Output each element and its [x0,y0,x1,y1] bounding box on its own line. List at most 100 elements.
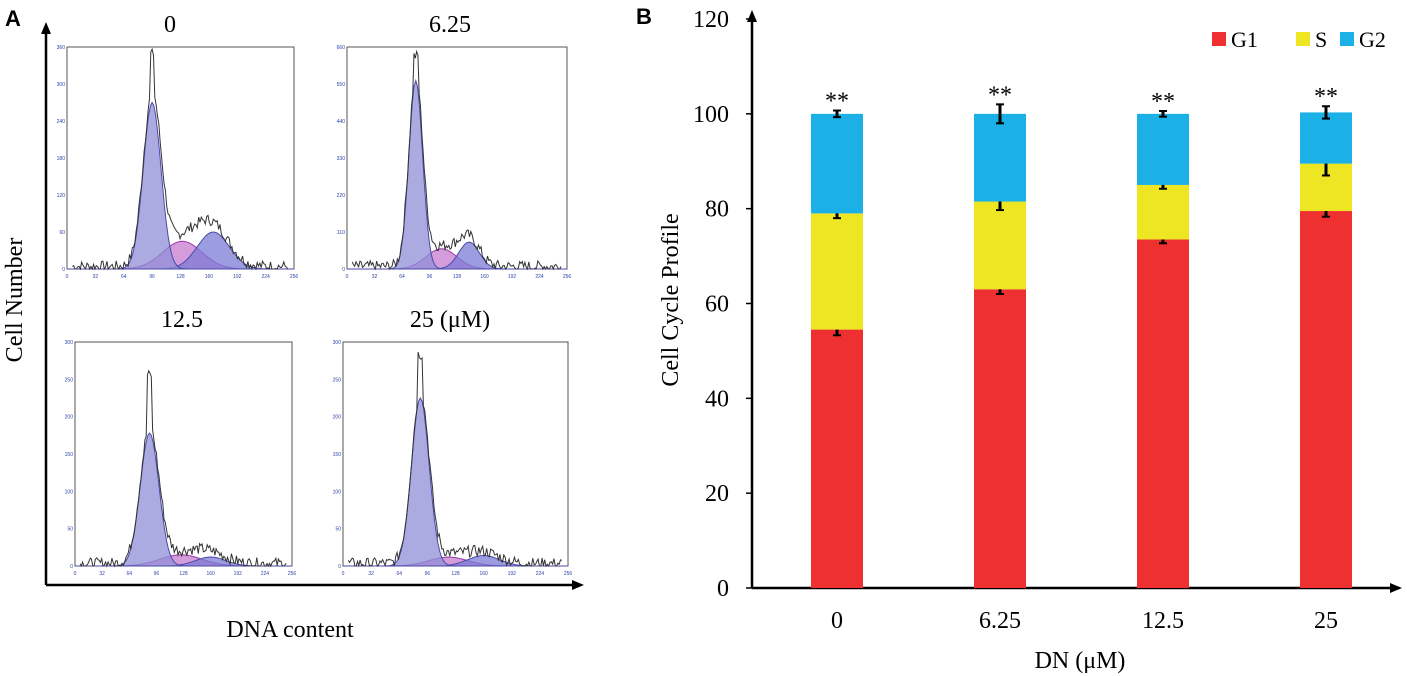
bar-g1-3 [1300,211,1352,588]
histogram-frame [346,46,568,270]
histogram-y-tick-label: 0 [62,267,65,273]
error-bar [833,109,841,119]
significance-mark: ** [988,82,1012,108]
legend-swatch-g1 [1212,32,1226,46]
histogram-y-tick-label: 100 [333,489,342,495]
bar-s-2 [1137,184,1189,240]
panel-b-label: B [636,4,652,29]
panel-a-y-arrow [41,22,51,34]
legend: G1 S G2 [1212,27,1386,52]
histogram-x-tick-label: 0 [346,274,349,280]
y-tick-label: 20 [705,481,729,507]
histogram-x-tick-label: 64 [121,274,127,280]
histogram-x-tick-label: 64 [396,571,402,577]
histogram-frame [74,341,293,567]
histogram-x-tick-label: 96 [427,274,433,280]
histogram-x-tick-label: 256 [563,274,572,280]
histogram-y-tick-label: 300 [65,340,74,346]
histogram-x-tick-label: 160 [480,274,489,280]
histogram-x-tick-label: 128 [453,274,462,280]
histogram-y-tick-label: 150 [65,452,74,458]
histogram-x-tick-label: 128 [179,571,188,577]
legend-label-g2: G2 [1359,27,1386,52]
histogram-x-tick-label: 128 [451,571,460,577]
histogram-y-tick-label: 250 [333,377,342,383]
histogram-x-tick-label: 32 [368,571,374,577]
bar-g1-2 [1137,239,1189,589]
panel-a-label: A [5,6,21,31]
histogram-y-tick-label: 0 [342,267,345,273]
histogram-x-tick-label: 256 [564,571,573,577]
panel-b-y-label: Cell Cycle Profile [658,213,684,386]
legend-swatch-s [1296,32,1310,46]
bar-s-0 [811,213,863,330]
histogram-x-tick-label: 32 [93,274,99,280]
histogram-x-tick-label: 224 [261,571,270,577]
histogram-raw-trace [351,49,562,271]
histogram-y-tick-label: 440 [337,119,346,125]
significance-mark: ** [1314,84,1338,110]
histogram-x-tick-label: 160 [205,274,214,280]
panel-a-x-label: DNA content [226,617,354,643]
histogram-x-tick-label: 128 [176,274,185,280]
histogram-raw-trace [79,369,287,568]
panel-a-y-label: Cell Number [2,238,28,363]
error-bar [996,103,1004,125]
histogram-title: 0 [164,12,176,38]
histogram-title: 12.5 [161,307,203,333]
histogram-y-tick-label: 120 [57,193,66,199]
histogram-y-tick-label: 0 [70,564,73,570]
histogram-y-tick-label: 330 [337,156,346,162]
histogram-x-tick-label: 192 [508,274,517,280]
histogram-y-tick-label: 550 [337,82,346,88]
histogram-subplot: 00 32 64 96 128 160 192 224 25606012018024030036… [57,12,299,280]
histogram-x-tick-label: 224 [535,274,544,280]
histogram-g1-fit [67,101,294,270]
histogram-x-tick-label: 64 [126,571,132,577]
significance-mark: ** [825,89,849,115]
histogram-y-tick-label: 300 [57,82,66,88]
bar-g2-0 [811,113,863,214]
histogram-y-tick-label: 50 [335,527,341,533]
histogram-x-tick-label: 192 [508,571,517,577]
histogram-x-tick-label: 32 [99,571,105,577]
x-tick-label: 12.5 [1142,608,1184,634]
histogram-x-tick-label: 0 [342,571,345,577]
histogram-x-tick-label: 256 [290,274,299,280]
histogram-y-tick-label: 150 [333,452,342,458]
histogram-title: 6.25 [429,12,471,38]
error-bar [1159,109,1167,118]
histogram-y-tick-label: 300 [333,340,342,346]
histogram-y-tick-label: 180 [57,156,66,162]
panel-b-stacked-bar-chart: Cell Cycle Profile DN (μM) 0 20 40 60 80 100 1… [658,7,1402,674]
histogram-raw-trace [72,47,289,271]
histogram-subplot: 25 (μM) 0 32 64 96 128 160 192 224 256 0 50 100 150 20… [333,307,573,577]
histogram-x-tick-label: 160 [479,571,488,577]
bar-s-1 [974,201,1026,290]
panel-b-x-label: DN (μM) [1035,648,1126,674]
legend-label-s: S [1315,27,1327,52]
legend-label-g1: G1 [1231,27,1258,52]
histogram-x-tick-label: 224 [536,571,545,577]
histogram-title: 25 (μM) [410,307,490,333]
histogram-y-tick-label: 100 [65,489,74,495]
histogram-y-tick-label: 660 [337,45,346,51]
histogram-x-tick-label: 0 [66,274,69,280]
bar-g2-1 [974,113,1026,202]
x-tick-label: 0 [831,608,843,634]
bar-g1-0 [811,329,863,588]
histogram-y-tick-label: 110 [337,230,345,236]
histogram-subplot: 12.5 0 32 64 96 128 160 192 224 256 0 50 100 150 200 25… [65,307,297,577]
histogram-y-tick-label: 200 [65,415,74,421]
bar-g2-3 [1300,112,1352,164]
histogram-x-tick-label: 160 [206,571,215,577]
histogram-frame [66,46,295,270]
x-tick-label: 6.25 [979,608,1021,634]
y-tick-label: 0 [717,576,729,602]
histogram-y-tick-label: 200 [333,415,342,421]
panel-a-x-arrow [572,580,584,590]
histogram-x-tick-label: 0 [74,571,77,577]
histogram-x-tick-label: 96 [425,571,431,577]
legend-swatch-g2 [1340,32,1354,46]
